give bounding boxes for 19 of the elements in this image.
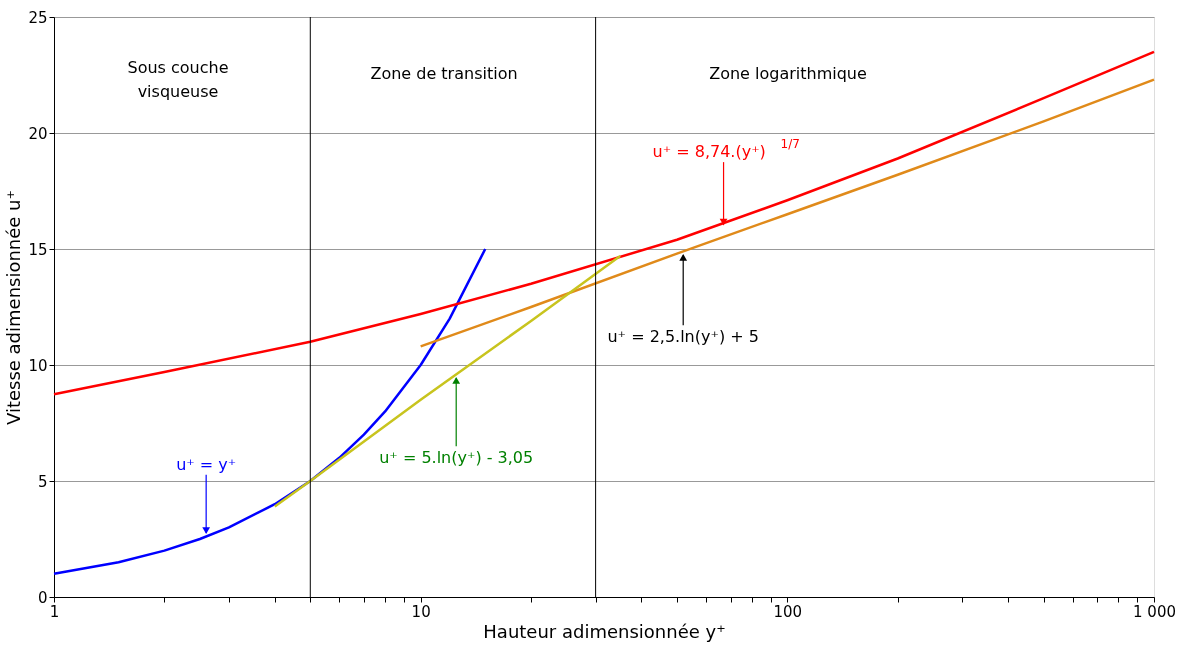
- x-tick-label: 10: [411, 602, 431, 621]
- y-tick-label: 0: [37, 588, 48, 607]
- annotation: u⁺ = 5.ln(y⁺) - 3,05: [379, 448, 534, 468]
- y-tick-label: 20: [28, 124, 48, 143]
- annotation: Sous couche visqueuse: [127, 58, 229, 101]
- x-axis-title: Hauteur adimensionnée y⁺: [483, 620, 726, 642]
- x-tick-label: 1 000: [1133, 602, 1176, 621]
- y-tick-label: 25: [28, 8, 48, 27]
- x-tick-label: 1: [49, 602, 60, 621]
- annotation: Zone de transition: [370, 64, 518, 83]
- annotation: u⁺ = 8,74.(y⁺)1/7: [652, 137, 800, 162]
- annotation: u⁺ = y⁺: [176, 454, 237, 474]
- y-tick-label: 5: [37, 472, 48, 491]
- y-tick-label: 10: [28, 356, 48, 375]
- y-tick-label: 15: [28, 240, 48, 259]
- y-axis-title: Vitesse adimensionnée u⁺: [3, 189, 25, 426]
- annotation: u⁺ = 2,5.ln(y⁺) + 5: [607, 327, 759, 347]
- annotation: Zone logarithmique: [709, 64, 867, 83]
- x-tick-label: 100: [773, 602, 803, 621]
